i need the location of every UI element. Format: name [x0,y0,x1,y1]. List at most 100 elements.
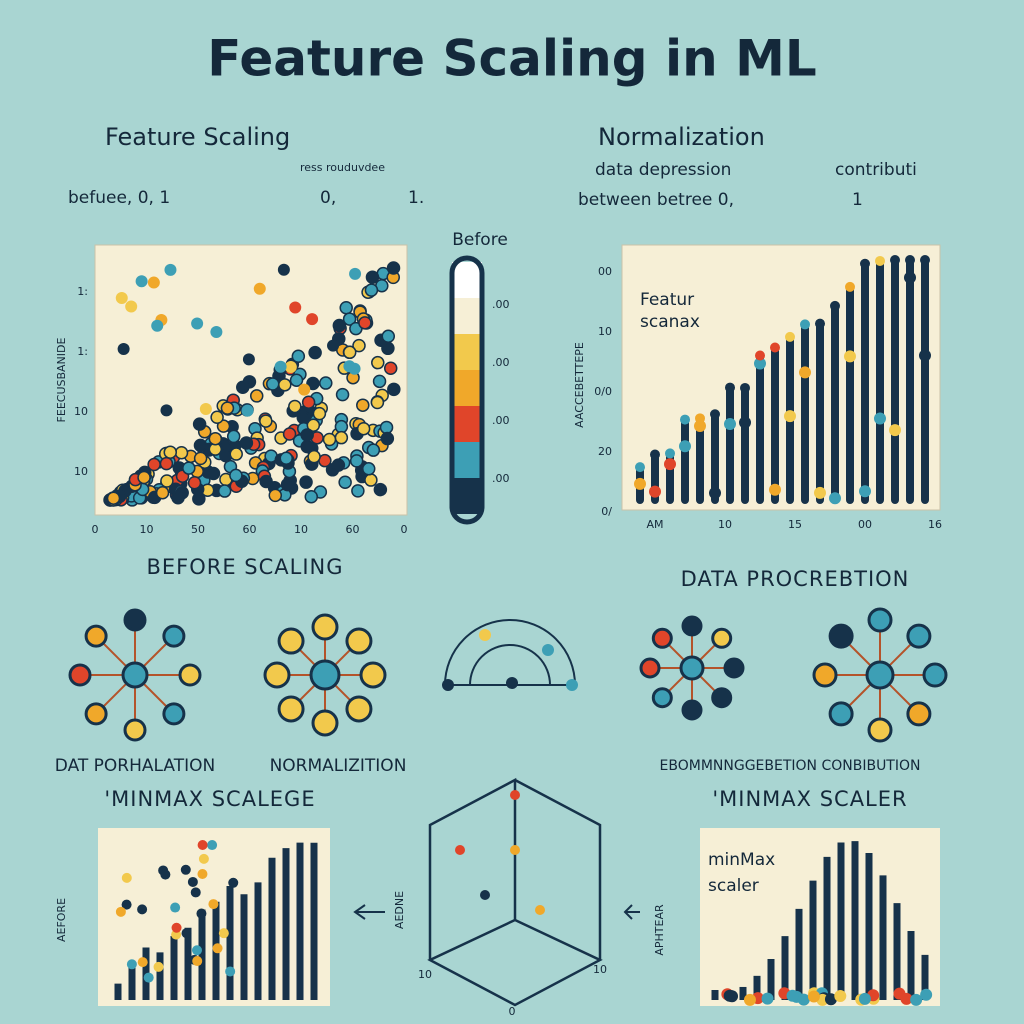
dot [253,282,266,295]
caption: between betree 0, [578,190,734,210]
node [479,629,491,641]
colorbar-tick-label: .00 [492,298,510,311]
dot [679,440,691,453]
node [123,608,147,632]
dot [192,956,203,967]
dot [296,410,311,425]
y-tick-label: 1: [77,285,88,298]
dot [192,417,207,431]
dot [197,840,208,851]
dot [905,255,915,265]
dot [373,482,388,497]
dot [800,319,810,330]
dot [740,382,750,393]
node [681,615,703,637]
node [566,679,578,691]
dot [298,383,311,396]
dot [920,988,933,1001]
dot [387,382,401,397]
dot [743,993,756,1006]
dot [284,360,297,373]
dot [300,428,314,442]
dot [198,853,209,864]
dot [117,342,130,355]
dot [634,477,646,490]
dot [807,990,820,1003]
caption: ress rouduvdee [300,161,385,174]
heading: Feature Scaling [105,123,290,151]
dot [306,313,319,326]
dot [665,448,675,459]
caption: 1 [852,190,863,210]
node [442,679,454,691]
dot [830,300,840,311]
dot [268,488,283,503]
dot [278,378,292,392]
dot [137,957,148,968]
dot [694,419,706,432]
dot [356,421,371,436]
dot [187,876,198,887]
dot [874,412,886,425]
dot [784,410,796,423]
dot [220,401,235,415]
x-tick-label: 50 [191,523,205,536]
arrow [353,904,385,920]
dot [770,342,780,353]
dot [299,475,313,489]
node [121,661,149,689]
dot [182,461,196,475]
dot [342,345,357,360]
axis-label: AEFORE [55,898,68,942]
dot [510,790,520,800]
dot [153,961,164,972]
dot [274,360,287,373]
node [123,718,147,742]
arc [444,619,576,686]
title: Feature Scaling in ML [207,30,816,88]
annotation: Featur [640,290,694,310]
dot [137,904,148,915]
dot [364,473,378,487]
node [542,644,554,656]
dot [228,877,239,888]
y-tick-label: 00 [598,265,612,278]
dot [147,276,160,289]
dot [365,270,380,284]
dot [339,301,353,315]
dot [824,993,837,1006]
dot [680,414,690,425]
dot [159,456,174,471]
x-tick-label: 10 [718,518,732,531]
dot [191,945,202,956]
dot [889,424,901,437]
section-label: BEFORE SCALING [146,555,343,579]
x-tick-label: 0 [509,1005,516,1018]
colorbar-title: Before [452,230,508,250]
node [828,701,854,727]
dot [164,263,177,276]
dot [799,366,811,379]
dot [786,989,799,1002]
y-tick-label: 10 [598,325,612,338]
dot [160,474,174,488]
dot [724,417,736,430]
dot [371,355,385,370]
dot [259,414,273,428]
dot [754,357,766,370]
dot [372,374,387,389]
node [84,624,108,648]
dot [193,451,208,466]
dot [288,399,302,414]
dot [210,325,223,338]
dot [919,349,931,362]
dot [277,263,290,276]
node [311,709,339,737]
dot [190,887,201,898]
dot [358,316,372,330]
dot [829,492,841,505]
annotation: scanax [640,312,700,332]
dot [709,486,721,499]
dot [319,376,333,390]
